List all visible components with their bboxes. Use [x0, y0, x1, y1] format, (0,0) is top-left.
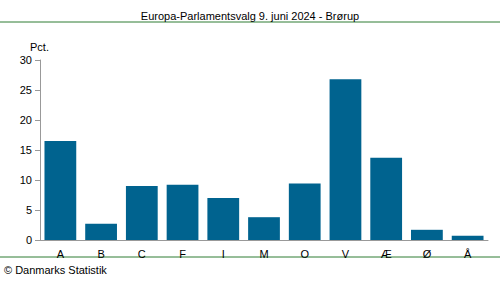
- svg-text:B: B: [97, 248, 104, 260]
- svg-text:15: 15: [20, 144, 32, 156]
- svg-text:0: 0: [26, 234, 32, 246]
- svg-text:C: C: [138, 248, 146, 260]
- svg-text:10: 10: [20, 174, 32, 186]
- svg-text:© Danmarks Statistik: © Danmarks Statistik: [4, 264, 107, 276]
- svg-text:A: A: [57, 248, 65, 260]
- svg-text:30: 30: [20, 54, 32, 66]
- svg-text:I: I: [222, 248, 225, 260]
- svg-text:Æ: Æ: [381, 248, 392, 260]
- svg-text:Å: Å: [464, 248, 472, 260]
- svg-text:25: 25: [20, 84, 32, 96]
- svg-text:V: V: [342, 248, 350, 260]
- svg-text:Europa-Parlamentsvalg 9. juni: Europa-Parlamentsvalg 9. juni 2024 - Brø…: [141, 10, 359, 22]
- svg-text:F: F: [179, 248, 186, 260]
- svg-text:Pct.: Pct.: [30, 41, 49, 53]
- svg-text:M: M: [259, 248, 268, 260]
- svg-text:5: 5: [26, 204, 32, 216]
- svg-text:O: O: [300, 248, 309, 260]
- svg-text:20: 20: [20, 114, 32, 126]
- svg-text:Ø: Ø: [423, 248, 432, 260]
